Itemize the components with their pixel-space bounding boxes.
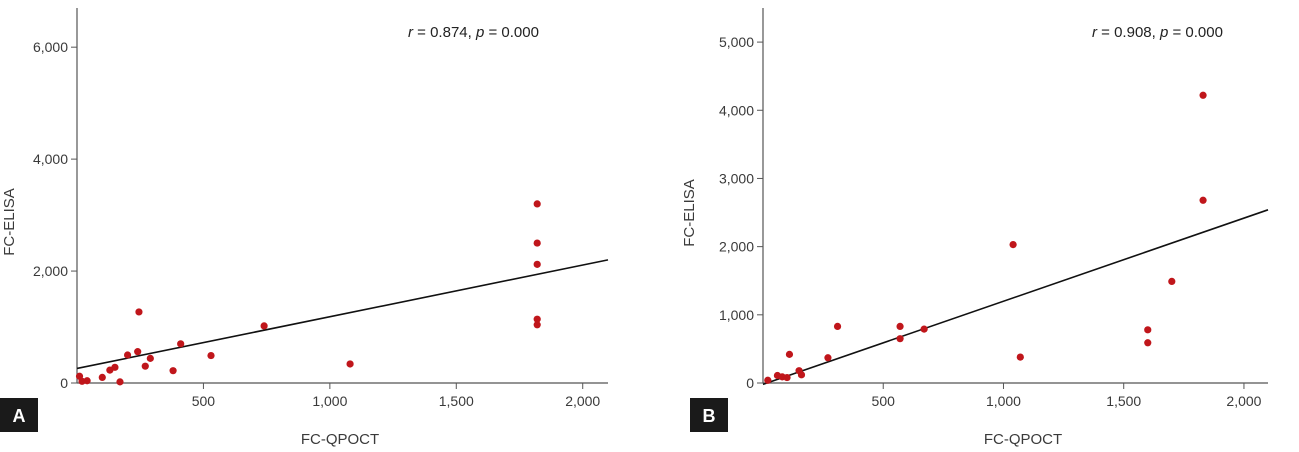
- correlation-annotation-a: r = 0.874, p = 0.000: [408, 24, 539, 41]
- data-point: [1016, 353, 1024, 361]
- data-point: [783, 373, 791, 382]
- data-point: [141, 362, 149, 370]
- data-point: [533, 315, 541, 323]
- regression-line-b: [762, 209, 1269, 386]
- x-axis-title-a: FC-QPOCT: [301, 431, 379, 448]
- data-point: [797, 371, 806, 379]
- data-point: [123, 351, 132, 359]
- x-tick-label: 1,500: [439, 393, 474, 409]
- data-point: [169, 367, 177, 375]
- data-point: [920, 325, 928, 333]
- data-point: [1009, 240, 1017, 249]
- y-tick-label: 0: [60, 375, 68, 391]
- data-point: [207, 351, 215, 360]
- data-point: [1168, 277, 1176, 286]
- plot-area-b: 0 1,000 2,000 3,000 4,000 5,000 500 1,000 1,500 2…: [719, 8, 1269, 409]
- data-point: [1199, 196, 1207, 204]
- y-tick-label: 2,000: [33, 263, 68, 279]
- data-point: [896, 335, 904, 343]
- panel-label-a: A: [13, 406, 26, 426]
- y-axis-title-a: FC-ELISA: [1, 188, 18, 256]
- data-point: [1144, 339, 1152, 347]
- data-point: [824, 354, 832, 362]
- panel-label-b: B: [703, 406, 716, 426]
- data-point: [533, 200, 541, 208]
- data-point: [346, 360, 354, 368]
- data-point: [533, 239, 541, 247]
- x-axis-title-b: FC-QPOCT: [984, 431, 1062, 448]
- y-tick-label: 4,000: [33, 151, 68, 167]
- y-tick-label: 0: [746, 375, 754, 391]
- y-tick-label: 1,000: [719, 307, 754, 323]
- data-point: [1199, 91, 1207, 99]
- data-point: [533, 260, 541, 268]
- plot-area-a: 0 2,000 4,000 6,000 500 1,000 1,500 2,000: [33, 8, 609, 409]
- x-tick-label: 2,000: [565, 393, 600, 409]
- data-point: [896, 322, 904, 331]
- data-point: [260, 322, 268, 330]
- x-tick-label: 500: [872, 393, 896, 409]
- regression-line-a: [76, 259, 609, 370]
- data-point: [177, 340, 185, 348]
- data-point: [98, 373, 106, 382]
- x-tick-label: 2,000: [1226, 393, 1261, 409]
- data-point: [116, 378, 124, 386]
- y-tick-label: 2,000: [719, 239, 754, 255]
- data-point: [83, 377, 91, 385]
- data-point: [764, 376, 772, 384]
- y-tick-label: 3,000: [719, 170, 754, 186]
- y-tick-label: 4,000: [719, 102, 754, 118]
- chart-panel-b: 0 1,000 2,000 3,000 4,000 5,000 500 1,000 1,500 2…: [681, 8, 1269, 448]
- panel-label-box-b: [690, 398, 728, 432]
- data-point: [146, 354, 154, 362]
- data-point: [135, 308, 143, 316]
- correlation-annotation-b: r = 0.908, p = 0.000: [1092, 24, 1223, 41]
- data-point: [533, 321, 541, 329]
- data-point: [1144, 326, 1152, 334]
- x-tick-label: 1,000: [312, 393, 347, 409]
- y-tick-label: 5,000: [719, 34, 754, 50]
- chart-panel-a: 0 2,000 4,000 6,000 500 1,000 1,500 2,000 FC-QP…: [0, 8, 609, 448]
- panel-label-box-a: [0, 398, 38, 432]
- data-point: [833, 322, 842, 331]
- y-axis-title-b: FC-ELISA: [681, 179, 698, 247]
- data-point: [785, 350, 794, 358]
- y-tick-label: 6,000: [33, 39, 68, 55]
- x-tick-label: 1,500: [1106, 393, 1141, 409]
- x-tick-label: 500: [192, 393, 216, 409]
- data-point: [134, 348, 142, 356]
- x-tick-label: 1,000: [986, 393, 1021, 409]
- data-point: [111, 363, 119, 371]
